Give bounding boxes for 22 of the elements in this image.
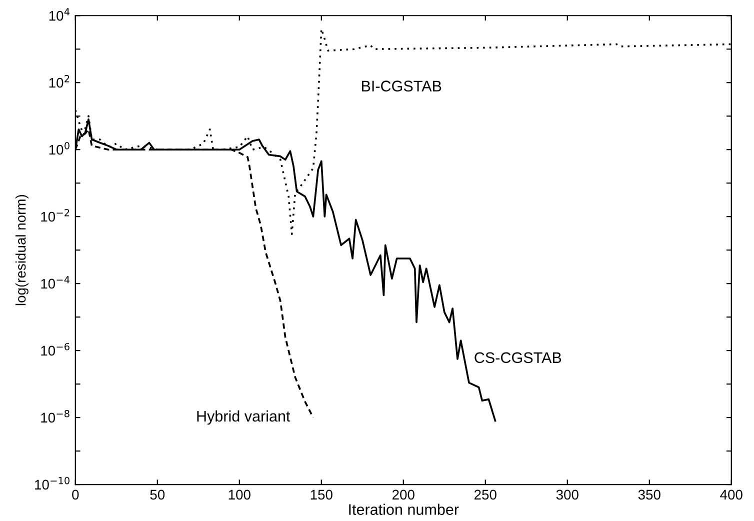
x-tick-label: 350: [638, 490, 660, 500]
x-tick-label: 150: [310, 490, 332, 500]
y-tick-label: 10$^{2}$: [49, 75, 70, 88]
y-tick-label: 10$^{−8}$: [41, 410, 70, 423]
text: BI-CGSTAB: [362, 80, 442, 92]
series-label: CS-CGSTAB: [474, 352, 562, 364]
x-tick-label: 250: [474, 490, 496, 500]
y-tick-label: 10$^{−4}$: [41, 276, 70, 289]
y-tick-label: 10$^{−10}$: [35, 476, 70, 490]
x-tick-label: 400: [720, 490, 742, 500]
y-tick-label: 10$^{−6}$: [41, 342, 70, 356]
x-tick-label: 100: [228, 490, 250, 500]
y-tick-label: 10$^{−2}$: [41, 208, 70, 222]
x-tick-label: 300: [556, 490, 578, 500]
series-label: Hybrid variant: [197, 410, 290, 425]
y-tick-label: 10$^{0}$: [49, 142, 70, 155]
y-axis-title: log(residual norm): [16, 194, 28, 306]
x-tick-label: 50: [150, 490, 165, 500]
y-tick-label: 10$^{4}$: [49, 8, 70, 21]
x-tick-label: 200: [392, 490, 414, 500]
x-tick-label: 0: [72, 490, 79, 500]
x-axis-title: Iteration number: [349, 504, 459, 515]
